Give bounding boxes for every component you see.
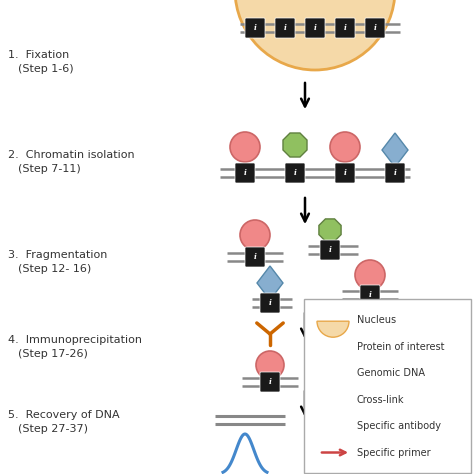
Text: (Step 27-37): (Step 27-37) [18, 424, 88, 434]
Text: i: i [314, 24, 317, 32]
Text: i: i [393, 169, 396, 177]
Text: Specific primer: Specific primer [357, 447, 430, 457]
Text: Protein of interest: Protein of interest [357, 342, 445, 352]
Polygon shape [283, 133, 307, 157]
Circle shape [240, 220, 270, 250]
Text: i: i [254, 253, 256, 261]
Text: i: i [374, 24, 376, 32]
Text: 5.  Recovery of DNA: 5. Recovery of DNA [8, 410, 119, 420]
FancyBboxPatch shape [360, 285, 380, 305]
Text: Specific antibody: Specific antibody [357, 421, 441, 431]
Polygon shape [319, 219, 341, 241]
Text: i: i [283, 24, 286, 32]
FancyBboxPatch shape [323, 390, 343, 410]
Text: (Step 7-11): (Step 7-11) [18, 164, 81, 174]
Text: i: i [269, 378, 272, 386]
Text: Nucleus: Nucleus [357, 315, 396, 325]
FancyBboxPatch shape [245, 247, 265, 267]
FancyBboxPatch shape [305, 18, 325, 38]
Text: 2.  Chromatin isolation: 2. Chromatin isolation [8, 150, 135, 160]
Text: 1.  Fixation: 1. Fixation [8, 50, 69, 60]
FancyBboxPatch shape [235, 163, 255, 183]
FancyBboxPatch shape [335, 18, 355, 38]
Text: Genomic DNA: Genomic DNA [357, 368, 425, 378]
Text: i: i [344, 169, 346, 177]
FancyBboxPatch shape [285, 163, 305, 183]
Polygon shape [382, 133, 408, 167]
FancyBboxPatch shape [245, 18, 265, 38]
Circle shape [321, 351, 349, 379]
Text: i: i [269, 299, 272, 307]
FancyBboxPatch shape [335, 163, 355, 183]
Text: (Step 17-26): (Step 17-26) [18, 349, 88, 359]
Text: i: i [293, 169, 296, 177]
Polygon shape [257, 266, 283, 300]
Circle shape [230, 132, 260, 162]
Circle shape [256, 351, 284, 379]
Text: i: i [334, 378, 337, 386]
Text: i: i [344, 24, 346, 32]
FancyBboxPatch shape [320, 240, 340, 260]
Text: (Step 1-6): (Step 1-6) [18, 64, 73, 74]
Text: (Step 12- 16): (Step 12- 16) [18, 264, 91, 274]
Text: Cross-link: Cross-link [357, 394, 404, 405]
FancyBboxPatch shape [365, 18, 385, 38]
Circle shape [235, 0, 395, 70]
FancyBboxPatch shape [260, 372, 280, 392]
FancyBboxPatch shape [275, 18, 295, 38]
Text: i: i [254, 24, 256, 32]
FancyBboxPatch shape [385, 163, 405, 183]
Circle shape [355, 260, 385, 290]
Wedge shape [317, 321, 349, 337]
Circle shape [322, 336, 344, 358]
Text: i: i [244, 169, 246, 177]
Text: 4.  Immunoprecipitation: 4. Immunoprecipitation [8, 335, 142, 345]
Text: 3.  Fragmentation: 3. Fragmentation [8, 250, 108, 260]
Text: i: i [328, 246, 331, 254]
FancyBboxPatch shape [260, 293, 280, 313]
Circle shape [330, 132, 360, 162]
FancyBboxPatch shape [304, 299, 471, 473]
Text: i: i [369, 291, 372, 299]
FancyBboxPatch shape [325, 372, 345, 392]
Text: i: i [331, 396, 335, 403]
